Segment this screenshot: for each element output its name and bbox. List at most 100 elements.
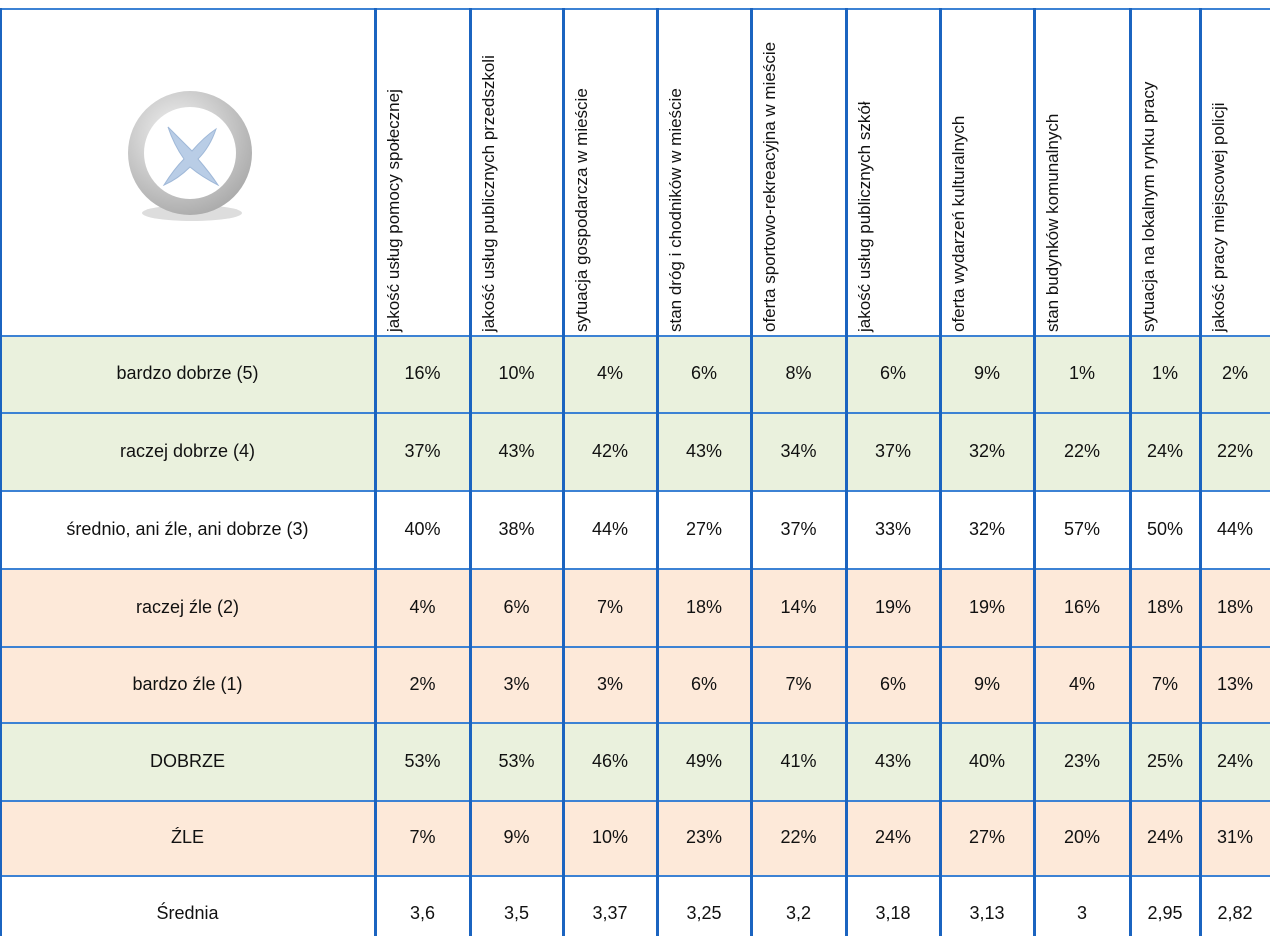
value-cell: 43% <box>470 412 563 490</box>
column-header: oferta sportowo-rekreacyjna w mieście <box>759 8 844 333</box>
value-cell: 44% <box>1200 490 1270 568</box>
value-cell: 31% <box>1200 800 1270 875</box>
value-cell: 18% <box>1200 568 1270 646</box>
value-cell: 6% <box>846 335 940 412</box>
row-label: ŹLE <box>0 800 375 875</box>
value-cell: 19% <box>940 568 1034 646</box>
value-cell: 7% <box>1130 646 1200 722</box>
value-cell: 22% <box>1034 412 1130 490</box>
value-cell: 46% <box>563 722 657 800</box>
value-cell: 14% <box>751 568 846 646</box>
value-cell: 32% <box>940 412 1034 490</box>
column-line <box>1199 8 1202 936</box>
value-cell: 32% <box>940 490 1034 568</box>
value-cell: 3,2 <box>751 875 846 936</box>
row-label: średnio, ani źle, ani dobrze (3) <box>0 490 375 568</box>
row-line <box>0 722 1270 724</box>
row-label: raczej dobrze (4) <box>0 412 375 490</box>
value-cell: 2% <box>1200 335 1270 412</box>
row-line <box>0 490 1270 492</box>
value-cell: 37% <box>846 412 940 490</box>
value-cell: 33% <box>846 490 940 568</box>
value-cell: 27% <box>657 490 751 568</box>
value-cell: 4% <box>563 335 657 412</box>
column-line <box>374 8 377 936</box>
column-header-text: jakość usług publicznych szkół <box>855 101 874 332</box>
value-cell: 3% <box>470 646 563 722</box>
column-header-text: sytuacja na lokalnym rynku pracy <box>1139 81 1158 332</box>
row-line <box>0 8 1270 10</box>
column-header: stan budynków komunalnych <box>1042 8 1128 333</box>
column-header: sytuacja gospodarcza w mieście <box>571 8 655 333</box>
column-line <box>562 8 565 936</box>
column-header-text: stan budynków komunalnych <box>1043 113 1062 332</box>
value-cell: 42% <box>563 412 657 490</box>
value-cell: 6% <box>470 568 563 646</box>
column-line <box>656 8 659 936</box>
icon <box>128 91 252 221</box>
value-cell: 4% <box>375 568 470 646</box>
column-header-text: jakość usług pomocy społecznej <box>384 89 403 332</box>
value-cell: 43% <box>657 412 751 490</box>
column-line <box>845 8 848 936</box>
value-cell: 41% <box>751 722 846 800</box>
column-line <box>469 8 472 936</box>
value-cell: 9% <box>470 800 563 875</box>
value-cell: 7% <box>751 646 846 722</box>
column-header: stan dróg i chodników w mieście <box>665 8 749 333</box>
value-cell: 37% <box>751 490 846 568</box>
value-cell: 3 <box>1034 875 1130 936</box>
value-cell: 20% <box>1034 800 1130 875</box>
value-cell: 19% <box>846 568 940 646</box>
value-cell: 4% <box>1034 646 1130 722</box>
value-cell: 37% <box>375 412 470 490</box>
column-header: sytuacja na lokalnym rynku pracy <box>1138 8 1198 333</box>
value-cell: 7% <box>563 568 657 646</box>
value-cell: 24% <box>1130 800 1200 875</box>
row-label: bardzo źle (1) <box>0 646 375 722</box>
row-line <box>0 800 1270 802</box>
row-label: bardzo dobrze (5) <box>0 335 375 412</box>
value-cell: 1% <box>1034 335 1130 412</box>
value-cell: 6% <box>657 646 751 722</box>
value-cell: 3,5 <box>470 875 563 936</box>
value-cell: 23% <box>657 800 751 875</box>
column-header-text: stan dróg i chodników w mieście <box>666 88 685 332</box>
value-cell: 3,18 <box>846 875 940 936</box>
value-cell: 3,6 <box>375 875 470 936</box>
column-line <box>1129 8 1132 936</box>
value-cell: 3,13 <box>940 875 1034 936</box>
column-line <box>0 8 2 936</box>
value-cell: 2% <box>375 646 470 722</box>
value-cell: 24% <box>1130 412 1200 490</box>
value-cell: 49% <box>657 722 751 800</box>
column-header: jakość usług publicznych przedszkoli <box>478 8 561 333</box>
value-cell: 44% <box>563 490 657 568</box>
value-cell: 10% <box>470 335 563 412</box>
row-line <box>0 412 1270 414</box>
column-header: jakość pracy miejscowej policji <box>1208 8 1270 333</box>
column-line <box>1033 8 1036 936</box>
column-line <box>750 8 753 936</box>
value-cell: 16% <box>375 335 470 412</box>
value-cell: 8% <box>751 335 846 412</box>
value-cell: 16% <box>1034 568 1130 646</box>
value-cell: 24% <box>846 800 940 875</box>
column-header-text: jakość pracy miejscowej policji <box>1209 102 1228 332</box>
value-cell: 40% <box>940 722 1034 800</box>
column-line <box>939 8 942 936</box>
value-cell: 2,95 <box>1130 875 1200 936</box>
value-cell: 50% <box>1130 490 1200 568</box>
value-cell: 9% <box>940 335 1034 412</box>
value-cell: 38% <box>470 490 563 568</box>
value-cell: 22% <box>751 800 846 875</box>
value-cell: 23% <box>1034 722 1130 800</box>
value-cell: 53% <box>375 722 470 800</box>
value-cell: 3,37 <box>563 875 657 936</box>
value-cell: 3,25 <box>657 875 751 936</box>
value-cell: 13% <box>1200 646 1270 722</box>
value-cell: 9% <box>940 646 1034 722</box>
value-cell: 24% <box>1200 722 1270 800</box>
value-cell: 2,82 <box>1200 875 1270 936</box>
